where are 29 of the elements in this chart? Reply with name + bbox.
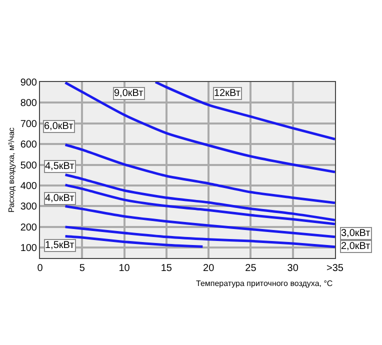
y-tick-label: 800 [20, 98, 38, 110]
x-tick-label: 15 [160, 263, 172, 274]
y-tick-label: 100 [20, 243, 38, 254]
series-label: 4,5кВт [45, 161, 75, 172]
y-tick-label: 400 [20, 181, 38, 192]
x-tick-label: 0 [37, 263, 44, 274]
x-tick-label: 30 [287, 263, 299, 274]
series-label: 9,0кВт [114, 88, 144, 99]
x-tick-label: 10 [118, 263, 130, 274]
line-series [154, 82, 335, 140]
y-tick-label: 500 [20, 160, 38, 172]
series-label: 1,5кВт [45, 240, 75, 251]
line-series [64, 204, 335, 238]
y-tick-label: 300 [20, 202, 38, 213]
y-tick-label: 200 [20, 222, 38, 234]
series-label: 4,0кВт [45, 193, 75, 204]
x-axis-title: Температура приточного воздуха, °С [196, 279, 333, 288]
x-tick-label: 5 [79, 263, 86, 274]
y-tick-label: 600 [20, 140, 38, 151]
x-tick-label: 25 [245, 263, 257, 274]
series-label: 3,0кВт [341, 228, 371, 239]
y-tick-label: 900 [20, 78, 38, 88]
series-label: 6,0кВт [44, 121, 74, 132]
y-axis-title: Расход воздуха, м³/час [7, 127, 16, 213]
x-tick-label: >35 [326, 263, 344, 274]
series-label: 2,0кВт [341, 241, 371, 252]
y-tick-label: 700 [20, 118, 38, 130]
series-label: 12кВт [214, 88, 241, 99]
x-tick-label: 20 [203, 263, 215, 274]
